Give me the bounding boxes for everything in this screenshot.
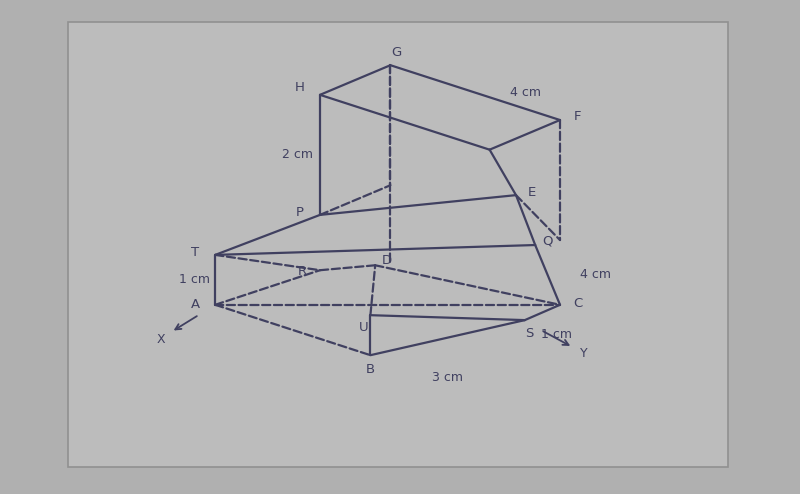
- Text: R: R: [298, 265, 307, 278]
- Text: Q: Q: [542, 235, 553, 247]
- Text: H: H: [295, 81, 305, 94]
- Text: P: P: [296, 206, 304, 219]
- Text: 4 cm: 4 cm: [510, 86, 541, 99]
- Text: D: D: [382, 254, 391, 267]
- Text: 4 cm: 4 cm: [580, 268, 611, 282]
- Text: Y: Y: [580, 347, 588, 360]
- Text: 1 cm: 1 cm: [179, 273, 210, 287]
- Text: 2 cm: 2 cm: [282, 148, 313, 162]
- Text: U: U: [359, 321, 369, 334]
- Text: E: E: [528, 186, 536, 199]
- Text: X: X: [157, 333, 165, 346]
- Text: 3 cm: 3 cm: [432, 371, 463, 384]
- Text: S: S: [526, 328, 534, 340]
- Text: F: F: [574, 110, 582, 123]
- Text: B: B: [366, 363, 375, 375]
- Text: C: C: [573, 297, 582, 310]
- FancyBboxPatch shape: [68, 22, 728, 467]
- Text: 1 cm: 1 cm: [541, 329, 572, 341]
- Text: G: G: [392, 46, 402, 59]
- Text: A: A: [190, 298, 200, 311]
- Text: T: T: [191, 246, 199, 259]
